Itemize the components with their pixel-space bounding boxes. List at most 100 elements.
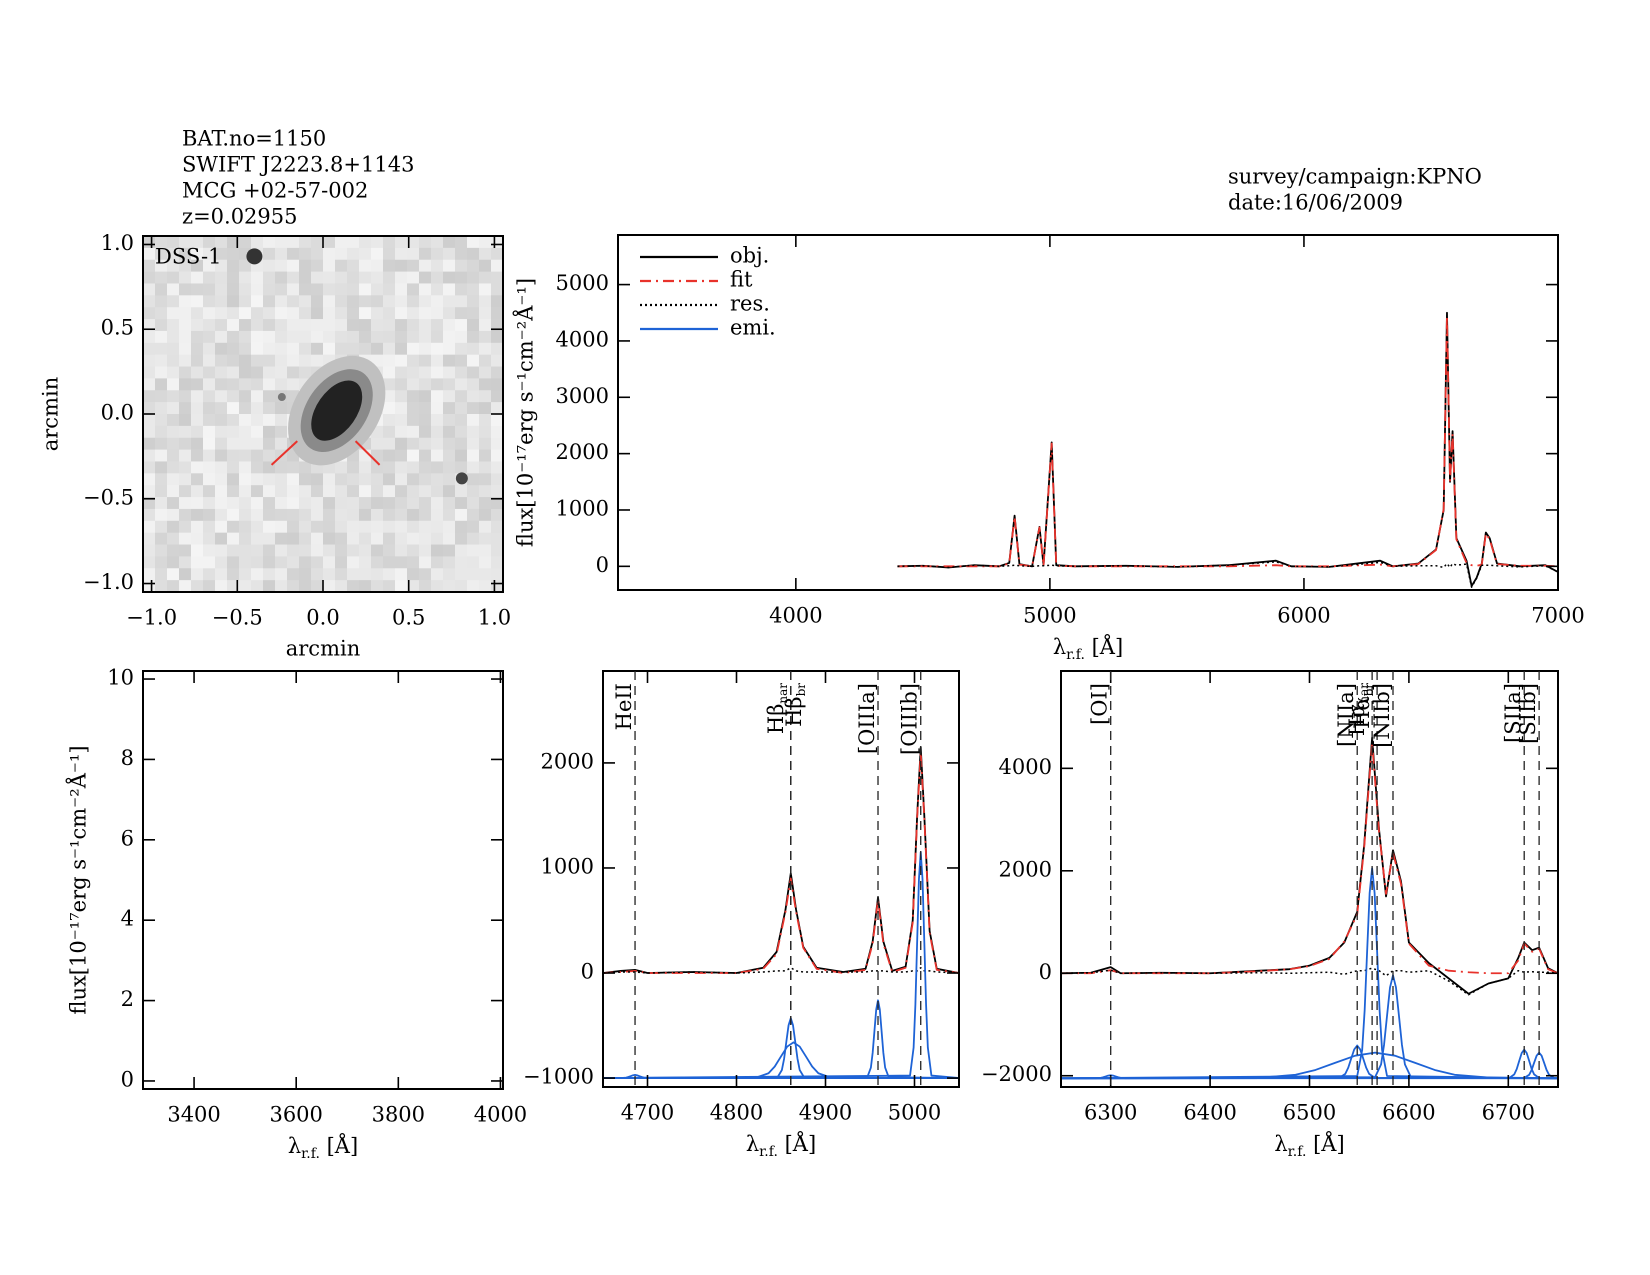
image-pixel (227, 473, 240, 486)
image-pixel (443, 520, 456, 534)
image-pixel (299, 271, 312, 284)
image-pixel (335, 473, 348, 486)
image-pixel (155, 236, 168, 249)
image-pixel (263, 473, 276, 486)
image-pixel (407, 520, 420, 534)
image-pixel (395, 307, 408, 320)
image-pixel (323, 342, 336, 356)
image-pixel (347, 307, 360, 320)
image-pixel (491, 259, 503, 273)
image-pixel (347, 461, 360, 474)
image-pixel (263, 485, 276, 498)
image-pixel (167, 247, 180, 261)
image-pixel (311, 497, 324, 510)
label-subscript: r.f. (759, 1144, 778, 1160)
image-pixel (203, 449, 216, 462)
image-pixel (419, 437, 432, 451)
x-tick-label: −1.0 (126, 606, 177, 630)
image-pixel (179, 295, 192, 308)
image-pixel (479, 236, 492, 249)
line-label: HeII (612, 683, 636, 730)
x-tick-label: 6300 (1084, 1101, 1137, 1125)
image-pixel (167, 236, 180, 249)
line-label: Hβnar (763, 683, 789, 734)
image-pixel (347, 319, 360, 332)
image-pixel (443, 283, 456, 296)
image-pixel (311, 485, 324, 498)
image-pixel (491, 544, 503, 557)
image-pixel (239, 259, 252, 273)
image-pixel (191, 366, 204, 379)
image-pixel (167, 461, 180, 474)
image-pixel (155, 247, 168, 261)
image-pixel (467, 485, 480, 498)
image-pixel (347, 271, 360, 284)
image-pixel (191, 354, 204, 368)
image-pixel (287, 532, 300, 546)
image-pixel (227, 485, 240, 498)
image-pixel (431, 342, 444, 356)
image-pixel (479, 414, 492, 427)
image-pixel (419, 342, 432, 356)
image-pixel (431, 307, 444, 320)
image-pixel (371, 342, 384, 356)
image-pixel (479, 271, 492, 284)
image-pixel (179, 568, 192, 581)
image-pixel (155, 366, 168, 379)
image-pixel (395, 580, 408, 592)
image-pixel (395, 295, 408, 308)
image-pixel (479, 461, 492, 474)
image-pixel (251, 449, 264, 462)
image-pixel (167, 497, 180, 510)
image-pixel (227, 461, 240, 474)
marker-line (354, 440, 381, 466)
image-pixel (323, 556, 336, 569)
image-pixel (443, 461, 456, 474)
image-pixel (479, 449, 492, 462)
line-label-subscript: nar (1357, 683, 1371, 704)
image-pixel (191, 508, 204, 522)
image-pixel (371, 283, 384, 296)
image-pixel (407, 580, 420, 592)
image-pixel (215, 295, 228, 308)
x-tick-label: 4900 (799, 1101, 852, 1125)
image-pixel (323, 295, 336, 308)
image-pixel (383, 283, 396, 296)
image-pixel (155, 485, 168, 498)
image-pixel (431, 461, 444, 474)
image-pixel (311, 319, 324, 332)
x-tick-label: 7000 (1531, 604, 1584, 628)
image-pixel (203, 307, 216, 320)
image-pixel (215, 271, 228, 284)
image-pixel (479, 508, 492, 522)
image-pixel (143, 378, 156, 391)
image-pixel (299, 366, 312, 379)
image-pixel (251, 568, 264, 581)
image-pixel (287, 307, 300, 320)
image-pixel (275, 532, 288, 546)
x-tick-label: 4000 (769, 604, 822, 628)
image-pixel (443, 473, 456, 486)
image-pixel (479, 580, 492, 592)
image-pixel (203, 283, 216, 296)
image-pixel (167, 532, 180, 546)
axis-label: arcmin (286, 637, 360, 661)
image-pixel (383, 236, 396, 249)
image-pixel (179, 580, 192, 592)
image-pixel (371, 449, 384, 462)
image-pixel (143, 437, 156, 451)
image-pixel (263, 402, 276, 415)
image-pixel (251, 532, 264, 546)
image-pixel (491, 473, 503, 486)
image-pixel (299, 319, 312, 332)
y-tick-label: 2 (121, 987, 134, 1011)
image-pixel (203, 342, 216, 356)
legend-label: res. (730, 292, 770, 316)
legend-label: fit (730, 268, 753, 292)
image-pixel (395, 390, 408, 403)
image-pixel (491, 414, 503, 427)
image-pixel (407, 497, 420, 510)
image-pixel (191, 461, 204, 474)
image-pixel (263, 556, 276, 569)
image-pixel (347, 532, 360, 546)
